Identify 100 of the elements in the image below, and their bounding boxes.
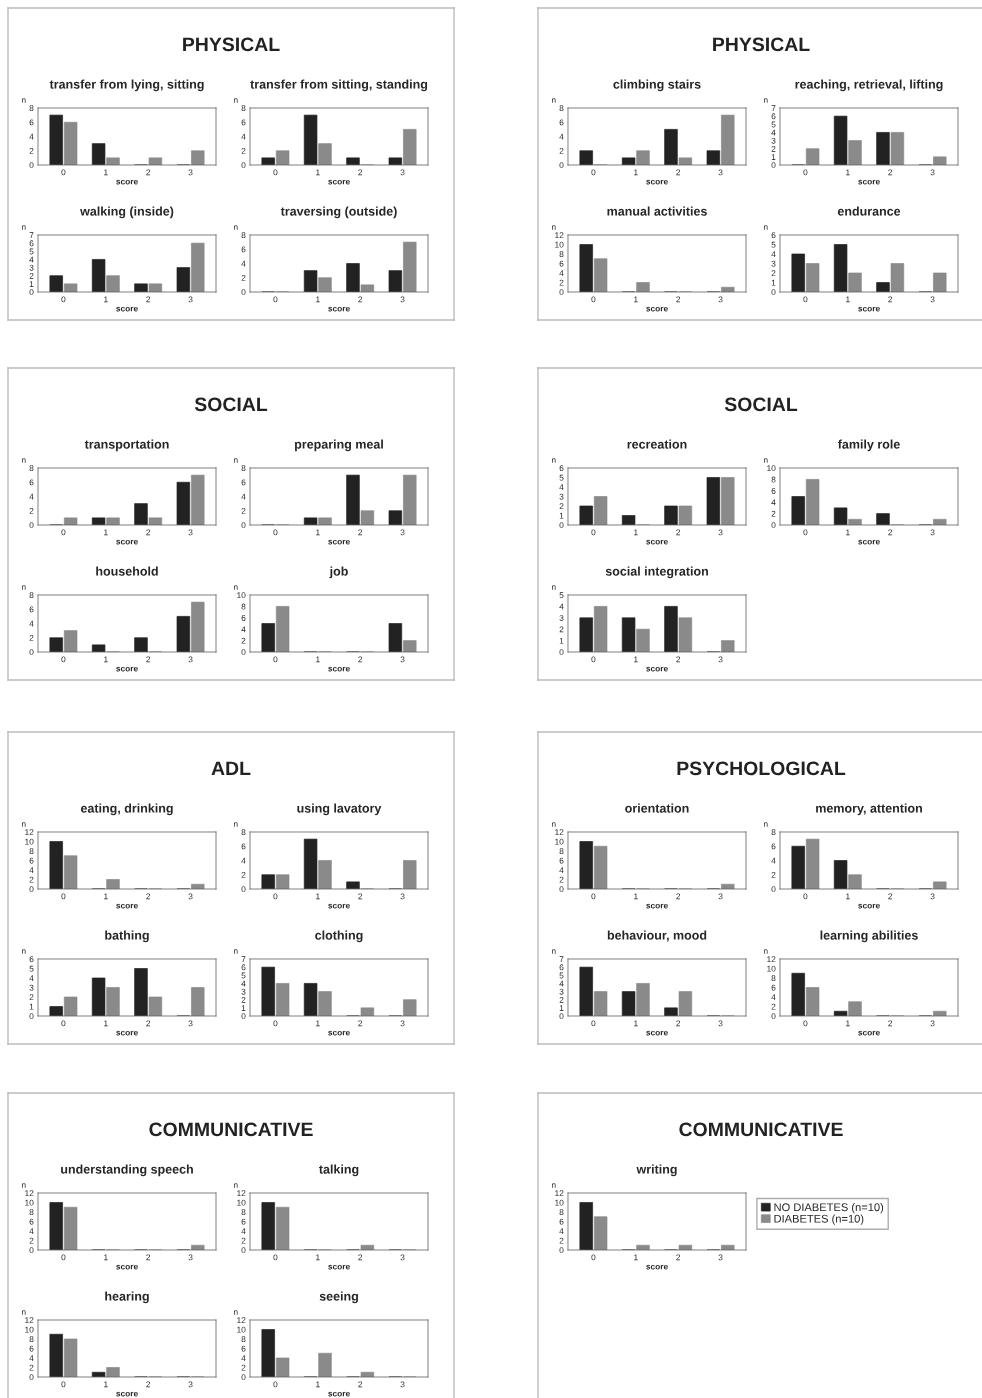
x-tick-label: 0 xyxy=(803,529,808,536)
text: COMMUNICATIVE xyxy=(679,1122,843,1137)
y-axis-title: n xyxy=(22,1310,26,1315)
x-axis-title: score xyxy=(116,539,138,545)
x-tick-label: 0 xyxy=(273,656,278,663)
x-tick-label: 0 xyxy=(273,893,278,900)
x-tick-label: 2 xyxy=(888,893,893,900)
bar xyxy=(579,1202,593,1250)
y-tick-label: 6 xyxy=(29,857,34,864)
chart-title: climbing stairs xyxy=(613,79,701,92)
y-axis-title: n xyxy=(22,98,26,103)
y-tick-label: 0 xyxy=(771,1013,776,1020)
y-tick-label: 12 xyxy=(555,1190,564,1197)
bar xyxy=(261,157,275,165)
y-tick-label: 0 xyxy=(241,522,246,529)
text: PHYSICAL xyxy=(183,37,280,52)
y-tick-label: 8 xyxy=(29,848,34,855)
y-tick-label: 5 xyxy=(29,965,34,972)
bar xyxy=(664,129,678,165)
x-tick-label: 3 xyxy=(930,169,935,176)
y-tick-label: 4 xyxy=(771,994,776,1001)
x-axis-title: score xyxy=(858,903,880,909)
bar xyxy=(261,1329,275,1377)
bar xyxy=(63,1338,78,1377)
y-tick-label: 12 xyxy=(25,1190,34,1197)
chart-title: eating, drinking xyxy=(80,803,173,816)
y-axis-title: n xyxy=(234,1310,238,1315)
x-tick-label: 1 xyxy=(316,893,320,900)
x-tick-label: 1 xyxy=(634,1254,638,1261)
x-tick-label: 3 xyxy=(188,296,193,303)
text: ADL xyxy=(211,761,251,776)
bar xyxy=(403,999,417,1016)
bar xyxy=(106,987,120,1016)
y-tick-label: 3 xyxy=(559,493,564,500)
bar xyxy=(318,517,332,525)
x-tick-label: 1 xyxy=(634,656,638,663)
chart-title: job xyxy=(329,566,348,579)
y-tick-label: 5 xyxy=(771,241,776,248)
bar xyxy=(63,121,78,165)
x-tick-label: 3 xyxy=(718,656,723,663)
y-tick-label: 4 xyxy=(29,256,34,263)
y-tick-label: 2 xyxy=(241,507,246,514)
text: PHYSICAL xyxy=(713,37,810,52)
x-axis-title: score xyxy=(328,666,350,672)
y-tick-label: 1 xyxy=(771,154,776,160)
y-tick-label: 4 xyxy=(241,1355,246,1362)
x-axis-title: score xyxy=(328,903,350,909)
x-tick-label: 2 xyxy=(358,1020,363,1027)
bar xyxy=(148,283,163,292)
y-tick-label: 2 xyxy=(29,876,34,883)
x-tick-label: 2 xyxy=(676,893,681,900)
y-axis-title: n xyxy=(764,458,768,463)
x-tick-label: 0 xyxy=(61,1381,66,1388)
x-tick-label: 1 xyxy=(104,1020,108,1027)
y-tick-label: 2 xyxy=(29,1364,34,1371)
x-tick-label: 3 xyxy=(718,169,723,176)
y-tick-label: 8 xyxy=(241,232,246,239)
x-tick-label: 0 xyxy=(591,529,596,536)
chart-title: using lavatory xyxy=(297,803,382,816)
y-tick-label: 3 xyxy=(559,988,564,995)
y-tick-label: 3 xyxy=(771,137,776,144)
bar xyxy=(593,258,608,292)
y-tick-label: 8 xyxy=(29,465,34,472)
x-tick-label: 0 xyxy=(591,1020,596,1027)
chart-title: endurance xyxy=(837,206,901,216)
text: COMMUNICATIVE xyxy=(149,1122,313,1137)
y-tick-label: 10 xyxy=(25,838,34,845)
x-tick-label: 1 xyxy=(316,169,320,176)
y-tick-label: 0 xyxy=(559,289,564,296)
x-tick-label: 3 xyxy=(400,296,405,303)
chart-title: clothing xyxy=(315,930,363,943)
y-axis-title: n xyxy=(22,225,26,230)
x-tick-label: 3 xyxy=(400,1254,405,1261)
bar xyxy=(275,1206,290,1250)
y-tick-label: 2 xyxy=(771,871,776,878)
x-tick-label: 1 xyxy=(846,1020,850,1027)
x-tick-label: 2 xyxy=(358,169,363,176)
bar xyxy=(63,1206,78,1250)
x-tick-label: 2 xyxy=(358,1254,363,1261)
bar xyxy=(664,505,678,525)
text: SOCIAL xyxy=(194,397,268,412)
bar xyxy=(876,513,890,525)
x-tick-label: 1 xyxy=(846,529,850,536)
bar xyxy=(876,282,890,292)
y-tick-label: 0 xyxy=(559,522,564,529)
y-tick-label: 0 xyxy=(559,162,564,169)
bar xyxy=(791,845,805,889)
bar xyxy=(303,517,318,525)
y-tick-label: 0 xyxy=(771,886,776,893)
y-tick-label: 5 xyxy=(559,972,564,979)
bar xyxy=(106,275,120,292)
x-tick-label: 2 xyxy=(146,656,151,663)
chart-title: talking xyxy=(319,1164,359,1177)
bar xyxy=(346,474,360,525)
bar xyxy=(933,272,947,292)
y-axis-title: n xyxy=(552,1183,556,1188)
bar xyxy=(848,1001,862,1016)
bar xyxy=(49,114,63,165)
y-tick-label: 4 xyxy=(241,626,246,633)
y-tick-label: 2 xyxy=(559,996,564,1003)
